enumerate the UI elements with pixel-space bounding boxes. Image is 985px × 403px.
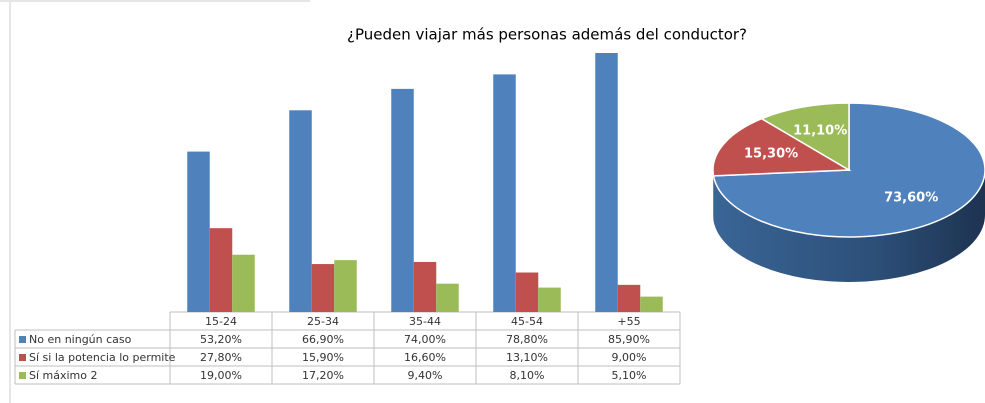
bar — [334, 260, 357, 312]
category-label: 45-54 — [511, 315, 543, 328]
table-value: 27,80% — [200, 351, 242, 364]
bar — [436, 283, 459, 312]
legend-label: Sí máximo 2 — [29, 369, 98, 382]
table-value: 15,90% — [302, 351, 344, 364]
table-value: 8,10% — [510, 369, 545, 382]
category-label: +55 — [617, 315, 640, 328]
legend-label: Sí si la potencia lo permite — [29, 351, 176, 364]
legend-swatch — [19, 372, 26, 379]
table-value: 16,60% — [404, 351, 446, 364]
category-label: 15-24 — [205, 315, 237, 328]
category-label: 35-44 — [409, 315, 441, 328]
table-value: 74,00% — [404, 333, 446, 346]
bar — [289, 110, 312, 313]
bar — [493, 74, 516, 313]
table-value: 78,80% — [506, 333, 548, 346]
bar — [232, 254, 255, 312]
chart-title: ¿Pueden viajar más personas además del c… — [347, 26, 747, 44]
bar — [538, 287, 561, 312]
table-value: 19,00% — [200, 369, 242, 382]
pie-label: 15,30% — [744, 147, 798, 162]
table-value: 53,20% — [200, 333, 242, 346]
bar — [209, 228, 233, 312]
bar — [187, 151, 210, 312]
bar — [311, 264, 335, 312]
table-value: 66,90% — [302, 333, 344, 346]
table-value: 13,10% — [506, 351, 548, 364]
pie-slice — [712, 117, 852, 177]
category-label: 25-34 — [307, 315, 339, 328]
bar — [391, 88, 414, 312]
table-value: 85,90% — [608, 333, 650, 346]
bar — [413, 261, 437, 312]
bar — [595, 53, 618, 312]
legend-swatch — [19, 336, 26, 343]
pie-side — [713, 170, 985, 283]
pie-side — [713, 170, 714, 221]
pie-label: 11,10% — [793, 123, 847, 138]
table-value: 17,20% — [302, 369, 344, 382]
legend-label: No en ningún caso — [29, 333, 132, 346]
table-value: 5,10% — [612, 369, 647, 382]
pie-slice — [759, 102, 850, 172]
table-value: 9,40% — [408, 369, 443, 382]
bar — [640, 296, 663, 312]
pie-label: 73,60% — [884, 191, 938, 206]
bar — [515, 272, 539, 312]
bar — [617, 284, 641, 312]
legend-swatch — [19, 354, 26, 361]
table-value: 9,00% — [612, 351, 647, 364]
